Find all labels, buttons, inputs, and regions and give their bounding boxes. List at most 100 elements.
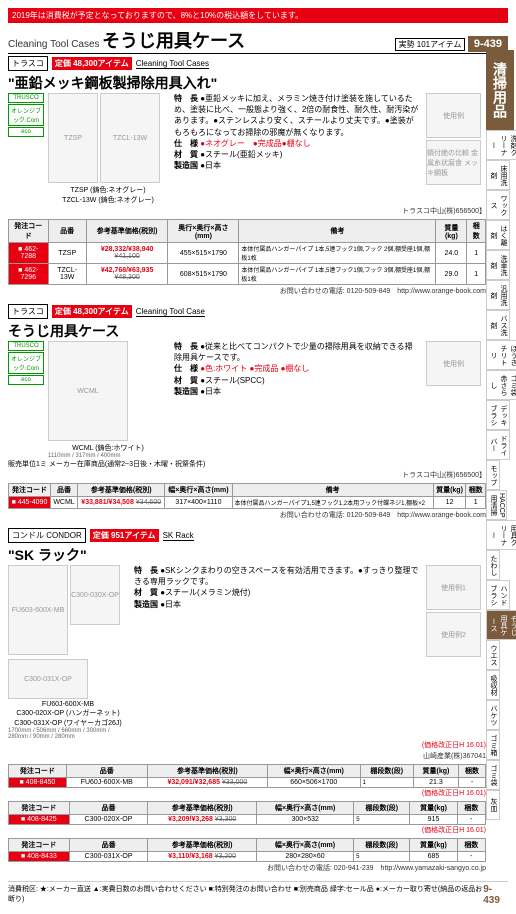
sidebar-item: バケツ <box>486 700 500 730</box>
price-badge: 定価 48,300アイテム <box>52 57 132 70</box>
table-note: 販売単位1ミ メーカー在庫商品(通常2~3日後・木曜・祝祭条件) <box>8 459 486 469</box>
discount-note: (価格改正日H 16.01) <box>8 740 486 750</box>
qty-cell: - <box>457 815 485 825</box>
table-header: 品番 <box>48 220 86 243</box>
page-footer: 消費税区: ★:メーカー直送 ▲:実費日数のお問い合わせください ■:特別発注の… <box>8 881 508 906</box>
dims-cell: 317×400×1110 <box>165 497 232 509</box>
table-header: 棚段数(段) <box>354 802 410 815</box>
table-header: 品番 <box>69 839 148 852</box>
table-header: 棚段数(段) <box>354 839 410 852</box>
table-header: 参考基準価格(税別) <box>147 765 267 778</box>
sidebar-item: ドライバー <box>486 430 510 460</box>
product-image: FU603-600X-MB <box>8 565 68 655</box>
sidebar-item: そうじ用具ケース <box>486 610 516 640</box>
note-cell: 本体付属品ハンガーパイプ 1本,5連フック1個,フック 3個,棚受座1個,棚板1… <box>239 264 436 285</box>
sidebar-item: 吸収材 <box>486 670 500 700</box>
model-cell: FU60J-600X-MB <box>66 778 147 788</box>
product-description: 特 長 ●亜鉛メッキに加え、メラミン焼き付け塗装を施しているため、塗装に比べ、一… <box>174 93 420 205</box>
product-image: TZSP <box>48 93 98 183</box>
table-header: 発注コード <box>9 220 49 243</box>
table-row: ■ 445-4090 WCML ¥33,881/¥34,508 ¥34,600 … <box>9 497 486 509</box>
note-cell: 1 <box>360 778 413 788</box>
product-section: コンドル CONDOR 定価 951アイテム SK Rack "SK ラック" … <box>8 528 486 873</box>
table-header: 品番 <box>69 802 148 815</box>
dims-cell: 455×515×1790 <box>168 243 239 264</box>
model-cell: TZCL-13W <box>48 264 86 285</box>
sidebar-item: バス洗剤 <box>486 310 510 340</box>
table-header: 梱数 <box>459 765 486 778</box>
order-code: ■ 445-4090 <box>9 497 51 509</box>
dims-cell: 300×532 <box>257 815 354 825</box>
sidebar-item: 汎用洗剤 <box>486 280 510 310</box>
eco-badge: オレンジブック.Com <box>8 104 44 126</box>
table-header: 質量(kg) <box>433 484 466 497</box>
qty-cell: 1 <box>466 497 486 509</box>
top-banner: 2019年は消費税が予定となっておりますので、8%と10%の税込額をしています。 <box>8 8 508 23</box>
category-label: SK Rack <box>163 531 194 541</box>
sidebar-item: 洗車洗剤 <box>486 250 510 280</box>
image-caption: C300-020X-OP (ハンガーネット) <box>8 708 128 718</box>
table-header: 参考基準価格(税別) <box>86 220 168 243</box>
table-row: ■ 408-8450 FU60J-600X-MB ¥32,091/¥32,685… <box>9 778 486 788</box>
header-badge: 実勢 101アイテム <box>395 38 466 51</box>
weight-cell: 915 <box>410 815 457 825</box>
table-header: 参考基準価格(税別) <box>78 484 165 497</box>
note-cell: 5 <box>354 852 410 862</box>
inquiry-info: お問い合わせの電話: 0120-509-849 http://www.orang… <box>8 286 486 296</box>
spec-table: 発注コード品番参考基準価格(税別)幅×奥行×高さ(mm)棚段数(段)質量(kg)… <box>8 838 486 862</box>
table-header: 幅×奥行×高さ(mm) <box>256 839 353 852</box>
eco-badge: eco <box>8 375 44 385</box>
sidebar-item: ゴミ箱 <box>486 730 500 760</box>
order-code: ■ 408-8433 <box>9 852 70 862</box>
weight-cell: 24.0 <box>436 243 467 264</box>
weight-cell: 21.3 <box>413 778 458 788</box>
table-header: 質量(kg) <box>436 220 467 243</box>
note-cell: 5 <box>354 815 410 825</box>
qty-cell: 1 <box>467 243 486 264</box>
dimension-labels: 1700mm / 506mm / 660mm / 300mm / 280mm /… <box>8 728 128 740</box>
table-header: 発注コード <box>9 839 70 852</box>
image-caption: FU60J-600X-MB <box>8 701 128 708</box>
table-row: ■ 408-8425 C300-020X-OP ¥3,209/¥3,268 ¥3… <box>9 815 486 825</box>
product-image: TZCL-13W <box>100 93 160 183</box>
price-cell: ¥3,110/¥3,168 ¥3,200 <box>148 852 256 862</box>
table-row: ■ 462-7288 TZSP ¥28,332/¥38,940 ¥41,100 … <box>9 243 486 264</box>
spec-table: 発注コード品番参考基準価格(税別)幅×奥行×高さ(mm)棚段数(段)質量(kg)… <box>8 764 486 788</box>
price-cell: ¥42,768/¥63,935 ¥48,300 <box>86 264 168 285</box>
table-row: ■ 408-8433 C300-031X-OP ¥3,110/¥3,168 ¥3… <box>9 852 486 862</box>
image-caption: WCML (鋳色:ホワイト) <box>48 443 168 453</box>
table-header: 質量(kg) <box>413 765 458 778</box>
table-header: 幅×奥行×高さ(mm) <box>257 802 354 815</box>
product-image: C300-031X-OP <box>8 659 88 699</box>
table-header: 梱数 <box>466 484 486 497</box>
sidebar-item: ゴミ袋 <box>486 760 500 790</box>
table-row: ■ 462-7296 TZCL-13W ¥42,768/¥63,935 ¥48,… <box>9 264 486 285</box>
sidebar-item: モップ <box>486 460 500 490</box>
table-header: 梱数 <box>457 839 485 852</box>
sidebar-item: 洗剤クリーナー <box>486 130 516 160</box>
model-cell: TZSP <box>48 243 86 264</box>
usage-image: 使用例 <box>426 341 481 386</box>
table-header: 備考 <box>232 484 433 497</box>
manufacturer: トラスコ中山(株)656500】 <box>8 470 486 480</box>
price-badge: 定価 951アイテム <box>90 529 159 542</box>
order-code: ■ 408-8425 <box>9 815 70 825</box>
qty-cell: 1 <box>467 264 486 285</box>
image-caption: C300-031X-OP (ワイヤーカゴ26J) <box>8 718 128 728</box>
qty-cell: - <box>457 852 485 862</box>
header-jp: そうじ用具ケース <box>102 31 245 51</box>
product-image: WCML <box>48 341 128 441</box>
usage-image: 錆付絶の比較 金属糸状腐食 メッキ鋼板 <box>426 140 481 185</box>
product-section: トラスコ 定価 48,300アイテム Cleaning Tool Case そう… <box>8 304 486 520</box>
manufacturer: 山崎産業(株)367041 <box>8 751 486 761</box>
table-header: 品番 <box>66 765 147 778</box>
sidebar-item: はく離剤 <box>486 220 510 250</box>
table-header: 備考 <box>239 220 436 243</box>
weight-cell: 685 <box>410 852 457 862</box>
image-caption: TZSP (鋳色:ネオグレー) <box>48 185 168 195</box>
sidebar-item: 灰皿 <box>486 790 500 820</box>
sidebar-item: デッキブラシ <box>486 400 510 430</box>
table-header: 参考基準価格(税別) <box>148 839 256 852</box>
eco-badge: eco <box>8 127 44 137</box>
brand-label: コンドル CONDOR <box>8 528 86 543</box>
